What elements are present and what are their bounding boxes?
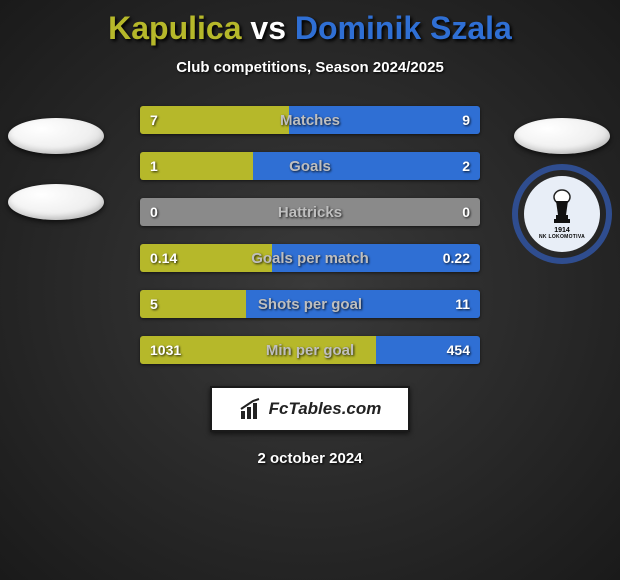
stat-row: 12Goals bbox=[140, 152, 480, 180]
subtitle: Club competitions, Season 2024/2025 bbox=[0, 59, 620, 76]
stat-row: 0.140.22Goals per match bbox=[140, 244, 480, 272]
badge-club-name: NK LOKOMOTIVA bbox=[539, 234, 585, 240]
right-avatars: 1914 NK LOKOMOTIVA bbox=[512, 118, 612, 264]
left-avatars bbox=[8, 118, 104, 220]
player2-club-badge: 1914 NK LOKOMOTIVA bbox=[512, 164, 612, 264]
page-title: Kapulica vs Dominik Szala bbox=[0, 10, 620, 47]
stat-row: 1031454Min per goal bbox=[140, 336, 480, 364]
badge-year: 1914 bbox=[554, 227, 570, 234]
title-player1: Kapulica bbox=[108, 10, 241, 46]
brand-text: FcTables.com bbox=[269, 399, 382, 419]
stat-row: 00Hattricks bbox=[140, 198, 480, 226]
stat-row: 511Shots per goal bbox=[140, 290, 480, 318]
chart-icon bbox=[239, 397, 263, 421]
player1-avatar-placeholder bbox=[8, 118, 104, 154]
stat-bars: 79Matches 12Goals 00Hattricks 0.140.22Goals… bbox=[140, 106, 480, 364]
brand-badge: FcTables.com bbox=[210, 386, 410, 432]
title-vs: vs bbox=[250, 10, 286, 46]
trophy-icon bbox=[544, 189, 580, 229]
stat-label: Hattricks bbox=[140, 198, 480, 226]
stat-row: 79Matches bbox=[140, 106, 480, 134]
stat-label: Matches bbox=[140, 106, 480, 134]
player1-club-placeholder bbox=[8, 184, 104, 220]
stat-label: Min per goal bbox=[140, 336, 480, 364]
footer-date: 2 october 2024 bbox=[0, 450, 620, 467]
comparison-card: Kapulica vs Dominik Szala Club competiti… bbox=[0, 0, 620, 580]
player2-avatar-placeholder bbox=[514, 118, 610, 154]
stat-label: Shots per goal bbox=[140, 290, 480, 318]
stat-label: Goals bbox=[140, 152, 480, 180]
badge-inner: 1914 NK LOKOMOTIVA bbox=[524, 176, 600, 252]
stat-label: Goals per match bbox=[140, 244, 480, 272]
title-player2: Dominik Szala bbox=[295, 10, 512, 46]
